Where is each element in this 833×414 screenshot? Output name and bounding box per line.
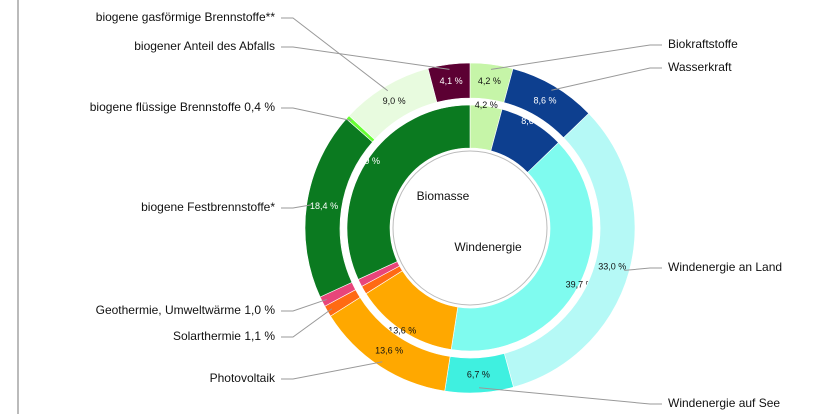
leader-line: [281, 308, 333, 338]
leader-line: [624, 267, 662, 271]
center-ring: [392, 150, 548, 306]
center-label: Windenergie: [454, 240, 522, 254]
leader-line: [281, 46, 450, 70]
value-label: 8,6 %: [534, 95, 557, 105]
value-label: 4,2 %: [475, 100, 498, 110]
leader-line: [281, 17, 389, 92]
value-label: 31,9 %: [352, 156, 380, 166]
category-label: Geothermie, Umweltwärme 1,0 %: [96, 303, 276, 317]
value-label: 4,1 %: [440, 76, 463, 86]
value-label: 8,6 %: [521, 116, 544, 126]
leader-line: [478, 387, 662, 405]
leader-line: [281, 107, 352, 122]
category-label: Solarthermie 1,1 %: [173, 329, 275, 343]
value-label: 13,6 %: [388, 326, 416, 336]
category-label: Windenergie an Land: [668, 260, 782, 274]
leader-line: [490, 44, 662, 70]
category-label: biogene gasförmige Brennstoffe**: [96, 10, 276, 24]
value-label: 18,4 %: [310, 201, 338, 211]
leader-line: [281, 298, 328, 312]
category-label: Wasserkraft: [668, 60, 732, 74]
leader-line: [281, 204, 312, 209]
value-label: 13,6 %: [375, 346, 403, 356]
value-label: 33,0 %: [598, 261, 626, 271]
value-label: 9,0 %: [383, 96, 406, 106]
ring-segment: [346, 104, 471, 280]
category-label: biogener Anteil des Abfalls: [134, 39, 275, 53]
category-label: Photovoltaik: [210, 371, 276, 385]
value-label: 6,7 %: [467, 370, 490, 380]
value-label: 4,2 %: [478, 76, 501, 86]
category-label: Windenergie auf See: [668, 396, 780, 410]
center-label: Biomasse: [417, 189, 470, 203]
ring-segment: [427, 62, 471, 103]
ring-segment: [450, 142, 594, 352]
category-label: biogene flüssige Brennstoffe 0,4 %: [90, 100, 276, 114]
category-label: biogene Festbrennstoffe*: [141, 200, 275, 214]
leader-line: [281, 361, 383, 380]
value-label: 39,7 %: [566, 279, 594, 289]
category-label: Biokraftstoffe: [668, 37, 738, 51]
leader-line: [551, 67, 662, 91]
